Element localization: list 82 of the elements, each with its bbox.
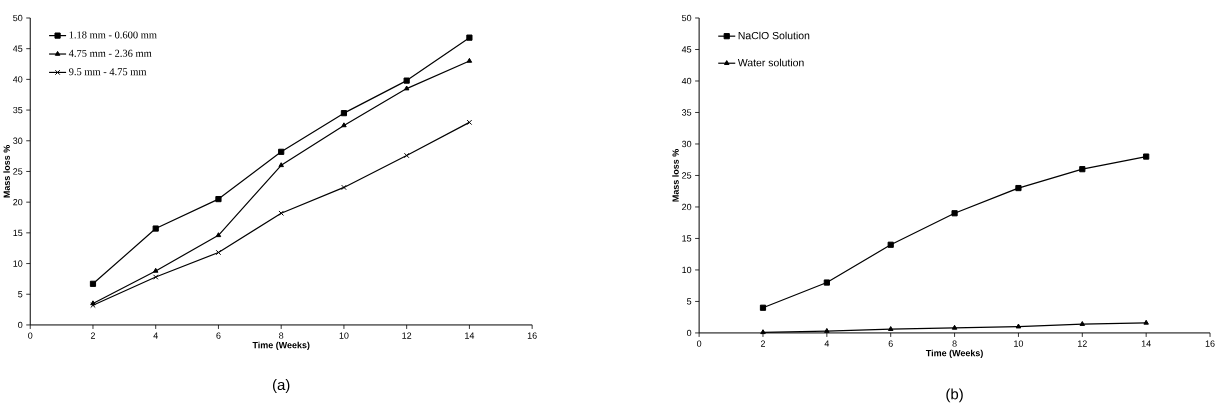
- x-tick-label: 14: [465, 332, 475, 339]
- x-tick-label: 0: [28, 332, 33, 339]
- y-tick-label: 15: [13, 229, 23, 237]
- point: [951, 324, 958, 330]
- x-tick-label: 0: [696, 340, 702, 347]
- x-tick-label: 16: [1205, 340, 1215, 347]
- y-tick-label: 5: [686, 298, 692, 305]
- x-axis-title: Time (Weeks): [252, 341, 310, 351]
- point: [340, 110, 348, 117]
- y-tick-label: 35: [681, 109, 692, 116]
- x-tick-label: 12: [402, 332, 412, 339]
- y-tick-label: 35: [13, 106, 23, 114]
- point: [278, 148, 285, 155]
- y-tick-label: 40: [681, 77, 692, 85]
- point: [278, 210, 284, 216]
- legend-label: Water solution: [737, 58, 804, 67]
- y-tick-label: 45: [12, 45, 23, 52]
- y-tick-label: 10: [13, 260, 23, 267]
- point: [823, 279, 830, 286]
- y-tick-label: 40: [12, 76, 23, 83]
- y-tick-label: 30: [13, 137, 23, 144]
- x-tick-label: 2: [90, 332, 96, 339]
- text: (b): [946, 388, 963, 403]
- point: [278, 162, 284, 168]
- y-tick-label: 45: [681, 46, 692, 53]
- y-tick-label: 5: [18, 291, 23, 298]
- point: [403, 77, 410, 84]
- legend-label: 4.75 mm - 2.36 mm: [68, 49, 152, 57]
- point: [341, 184, 347, 191]
- point: [89, 280, 97, 287]
- point: [760, 329, 766, 335]
- point: [1079, 166, 1086, 173]
- point: [403, 152, 410, 159]
- point: [403, 85, 410, 91]
- y-tick-label: 50: [681, 14, 692, 22]
- point: [466, 57, 473, 63]
- x-tick-label: 2: [760, 340, 766, 347]
- x-axis-title: Time (Weeks): [925, 349, 983, 359]
- point: [341, 122, 347, 128]
- y-axis-title: Mass loss %: [3, 145, 10, 198]
- point: [466, 34, 473, 41]
- y-tick-label: 30: [681, 140, 692, 148]
- point: [215, 232, 222, 238]
- legend-label: 9.5 mm - 4.75 mm: [69, 68, 147, 76]
- point: [152, 274, 159, 280]
- y-tick-label: 25: [13, 168, 23, 175]
- x-tick-label: 6: [888, 340, 893, 347]
- legend-label: 1.18 mm - 0.600 mm: [69, 31, 157, 39]
- point: [215, 196, 222, 203]
- x-tick-label: 16: [527, 332, 537, 339]
- x-tick-label: 4: [153, 332, 158, 339]
- point: [1015, 185, 1022, 192]
- x-tick-label: 6: [216, 332, 221, 339]
- point: [466, 119, 473, 126]
- y-tick-label: 50: [13, 14, 23, 22]
- y-tick-label: 15: [682, 235, 692, 242]
- y-tick-label: 25: [682, 172, 692, 179]
- point: [1079, 321, 1086, 326]
- point: [951, 210, 958, 217]
- y-tick-label: 20: [13, 199, 23, 206]
- point: [1143, 153, 1150, 160]
- x-tick-label: 10: [339, 332, 349, 339]
- y-tick-label: 0: [18, 321, 23, 329]
- y-tick-label: 20: [682, 203, 692, 211]
- point: [759, 304, 767, 311]
- point: [152, 267, 159, 273]
- y-tick-label: 10: [682, 266, 692, 274]
- x-tick-label: 14: [1141, 340, 1151, 347]
- y-axis-title: Mass loss %: [672, 149, 679, 202]
- x-tick-label: 8: [279, 332, 284, 339]
- point: [1143, 319, 1149, 325]
- point: [1015, 323, 1022, 329]
- point: [152, 225, 159, 232]
- point: [887, 326, 894, 331]
- x-tick-label: 10: [1014, 340, 1024, 347]
- text: (a): [272, 379, 290, 394]
- x-tick-label: 8: [952, 340, 957, 347]
- point: [824, 327, 830, 333]
- legend-label: NaClO Solution: [738, 31, 810, 40]
- x-tick-label: 4: [824, 340, 830, 347]
- x-tick-label: 12: [1078, 340, 1087, 347]
- point: [887, 241, 894, 248]
